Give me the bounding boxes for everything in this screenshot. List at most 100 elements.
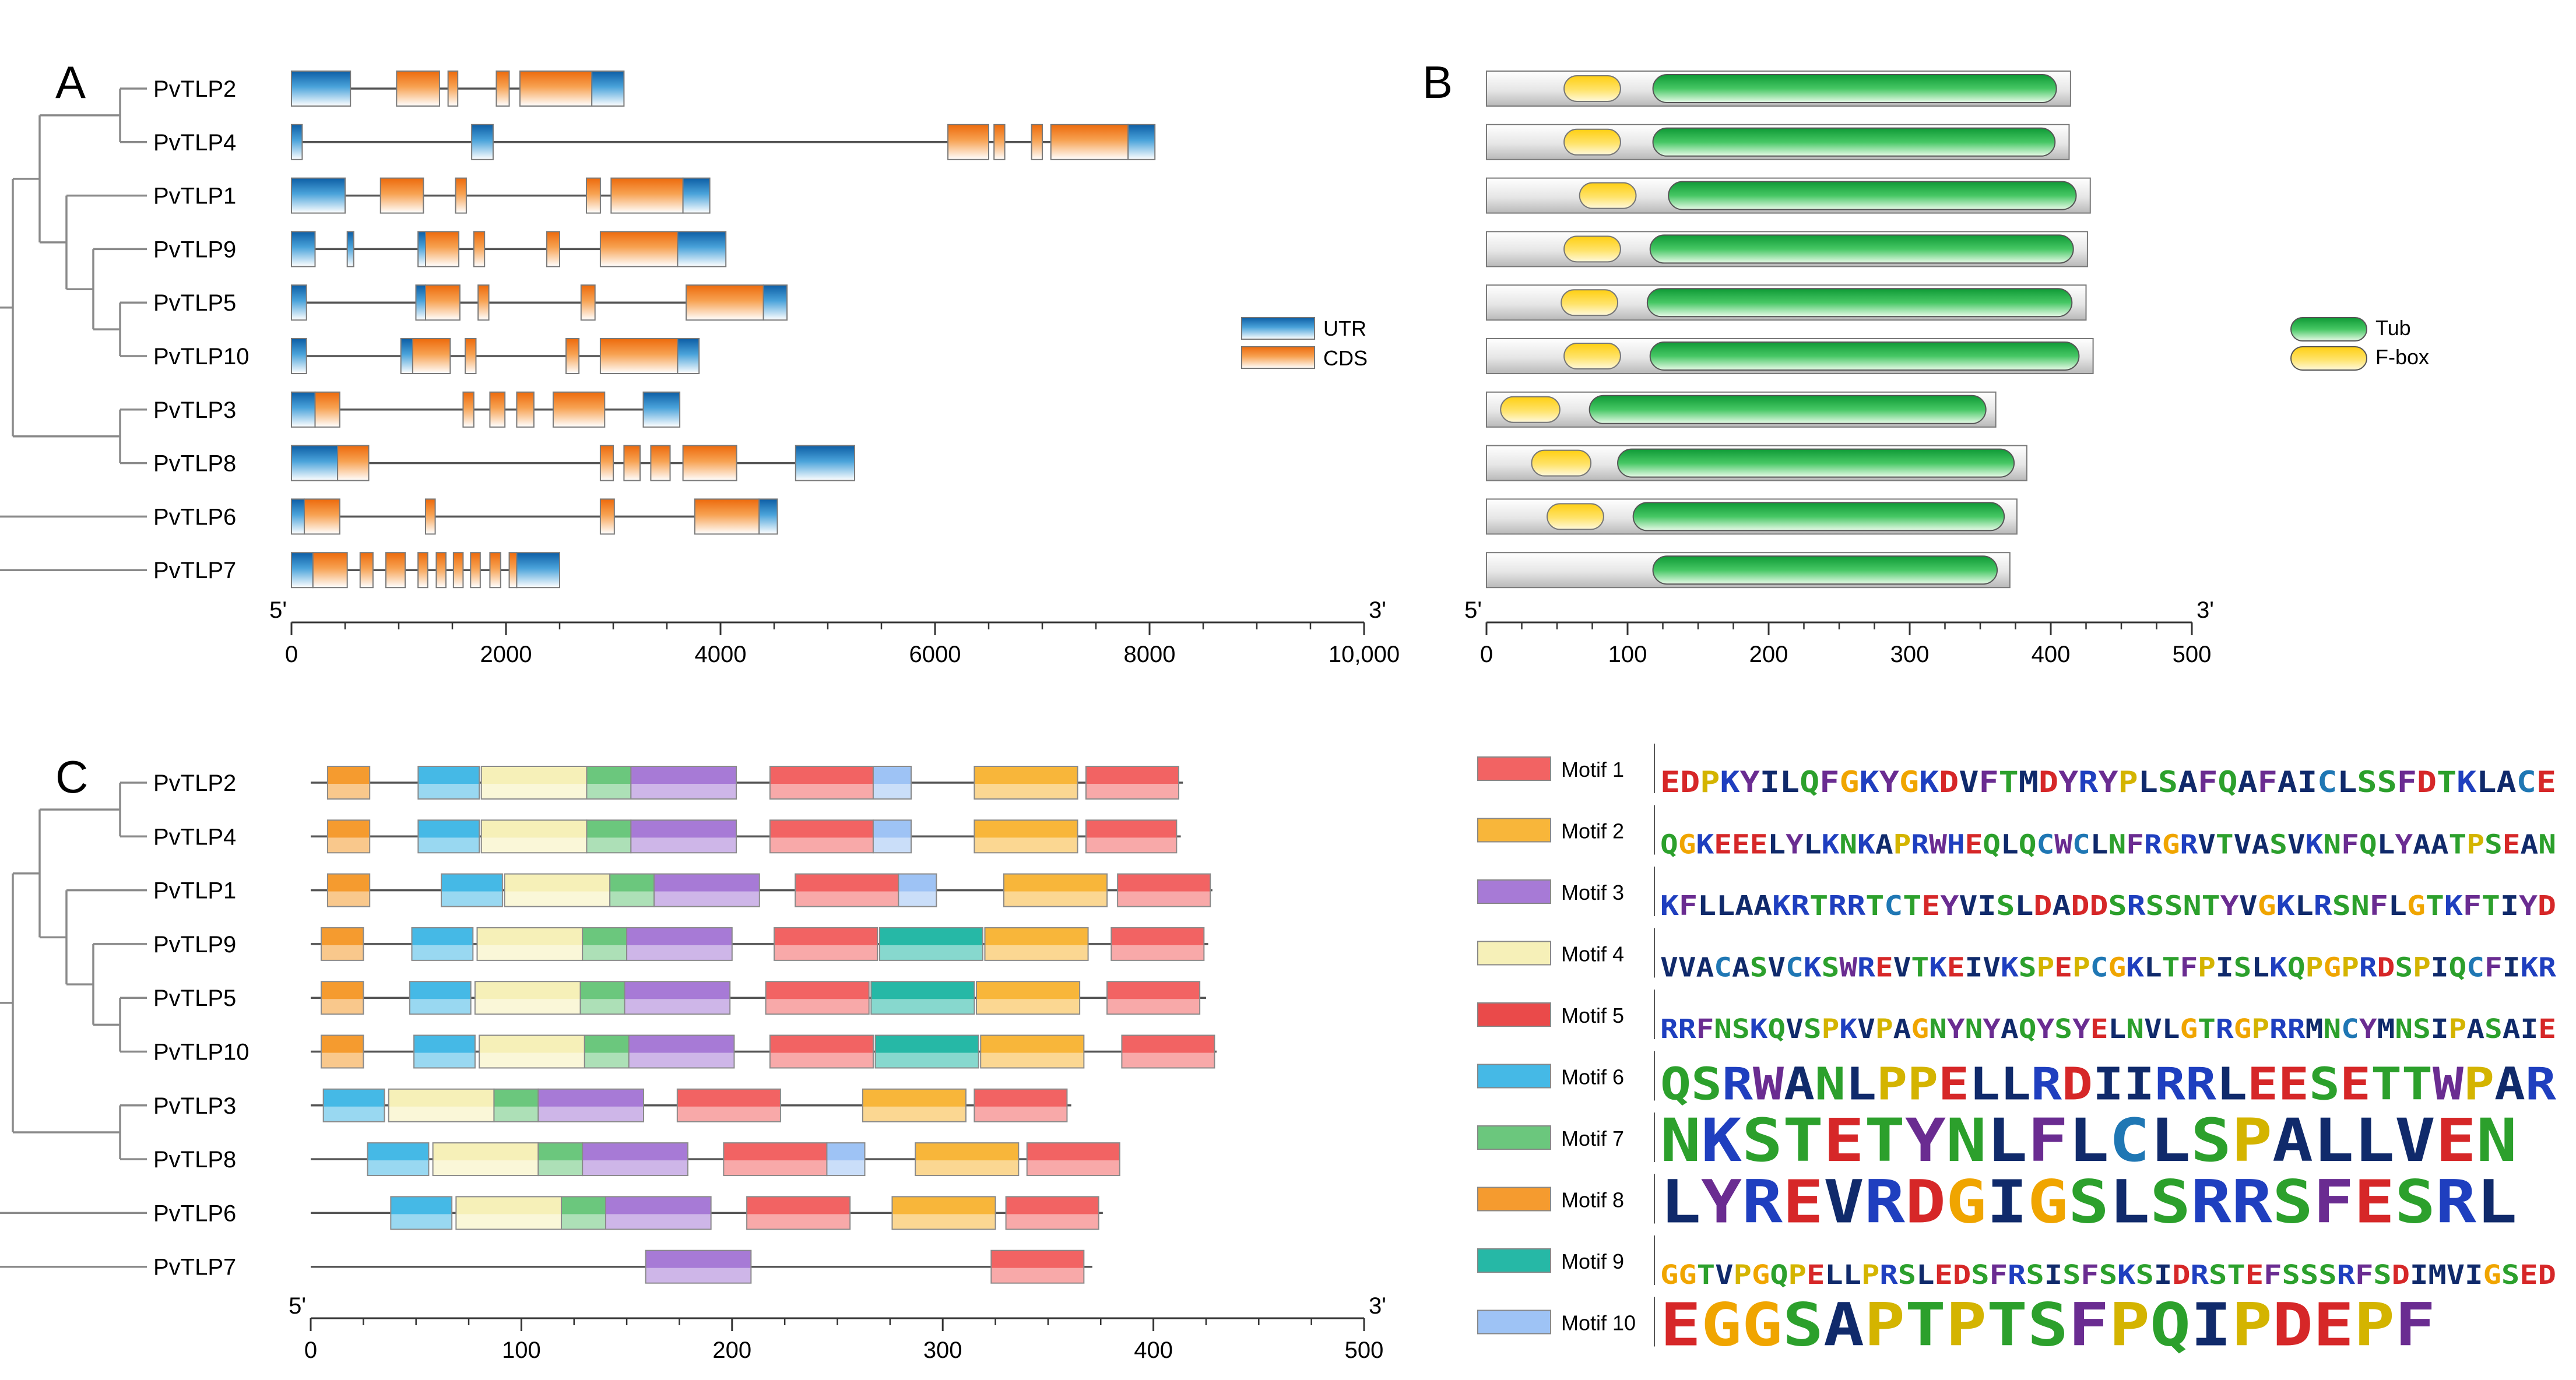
motif-3-box	[537, 1088, 645, 1122]
cds-segment	[623, 445, 641, 481]
motif-1-box	[746, 1196, 851, 1230]
motif-2-box	[915, 1142, 1020, 1177]
motif-1-highlight	[1122, 1052, 1214, 1068]
motif-5-swatch	[1477, 1002, 1551, 1027]
motif-3-highlight	[631, 784, 736, 798]
motif-6-highlight	[414, 1052, 475, 1068]
motif-7-highlight	[562, 1214, 605, 1229]
utr-segment	[400, 338, 413, 374]
motif-9-highlight	[871, 999, 974, 1014]
gene-structure-pvtlp9	[291, 231, 727, 267]
gene-structure-pvtlp8	[291, 445, 856, 481]
motif-2-highlight	[977, 999, 1080, 1014]
motif-3-box	[645, 1249, 752, 1284]
gene-label-pvtlp1: PvTLP1	[153, 184, 236, 209]
motif-4-swatch	[1477, 941, 1551, 966]
cds-segment	[312, 552, 348, 589]
motif-7-swatch	[1477, 1125, 1551, 1150]
motif-3-highlight	[625, 999, 730, 1014]
cds-segment	[947, 124, 989, 160]
utr-legend-label: UTR	[1323, 316, 1366, 340]
motif-3-box	[626, 927, 733, 961]
motif-2-label: Motif 2	[1561, 819, 1624, 843]
cds-segment	[586, 177, 601, 214]
axis-b-tick-label: 100	[1608, 642, 1647, 667]
cds-segment	[304, 498, 340, 535]
motif-1-box	[1110, 927, 1205, 961]
axis-a-start-label: 5'	[269, 597, 287, 623]
motif-2-highlight	[985, 945, 1088, 960]
cds-segment	[473, 231, 486, 267]
cds-segment	[452, 552, 464, 589]
motif-1-highlight	[770, 1052, 873, 1068]
motif-9-box	[870, 981, 975, 1015]
motif-4-highlight	[389, 1106, 494, 1121]
motif-2-highlight	[892, 1214, 995, 1229]
phylogenetic-tree-c	[0, 781, 147, 1268]
gene-label-pvtlp3: PvTLP3	[153, 1093, 236, 1119]
motif-9-highlight	[880, 945, 982, 960]
axis-b-end-label: 3'	[2197, 597, 2214, 623]
motif-6-highlight	[368, 1160, 428, 1175]
motif-10-box	[826, 1142, 866, 1177]
cds-segment	[599, 498, 615, 535]
motif-1-highlight	[1118, 891, 1210, 906]
motif-1-highlight	[724, 1160, 827, 1175]
motif-4-highlight	[433, 1160, 538, 1175]
cds-segment	[508, 552, 518, 589]
axis-b-tick-label: 200	[1749, 642, 1788, 667]
fbox-domain	[1563, 343, 1621, 369]
cds-segment	[1050, 124, 1129, 160]
motif-6-box	[367, 1142, 430, 1177]
motif-9-label: Motif 9	[1561, 1249, 1624, 1273]
motif-10-box	[898, 873, 937, 907]
motif-1-highlight	[770, 837, 873, 853]
panel-label-c: C	[55, 751, 88, 802]
cds-segment	[495, 71, 510, 107]
motif-4-logo: VVACASVCKSWREVTKEIVKSPEPCGKLTFPISLKQPGPR…	[1660, 952, 2557, 983]
motif-3-box	[624, 981, 731, 1015]
motif-4-highlight	[456, 1214, 561, 1229]
cds-segment	[519, 71, 593, 107]
motif-track-pvtlp10	[311, 1034, 1217, 1069]
motif-3-highlight	[646, 1268, 751, 1283]
fbox-legend-swatch	[2290, 346, 2367, 371]
motif-6-swatch	[1477, 1064, 1551, 1089]
motif-2-highlight	[916, 1160, 1018, 1175]
gene-label-pvtlp7: PvTLP7	[153, 1255, 236, 1280]
cds-segment	[1031, 124, 1043, 160]
motif-6-box	[390, 1196, 453, 1230]
motif-6-logo: QSRWANLPPELLRDIIRRLEESETTWPAR	[1660, 1059, 2557, 1111]
gene-label-pvtlp8: PvTLP8	[153, 1147, 236, 1173]
cds-segment	[599, 338, 679, 374]
cds-segment	[396, 71, 440, 107]
motif-6-box	[441, 873, 503, 907]
tub-domain	[1652, 74, 2057, 103]
motif-3-highlight	[606, 1214, 711, 1229]
phylogenetic-tree-a	[0, 87, 147, 571]
motif-1-box	[1106, 981, 1201, 1015]
cds-segment	[455, 177, 467, 214]
axis-b-start-label: 5'	[1464, 597, 1482, 623]
motif-7-label: Motif 7	[1561, 1126, 1624, 1150]
gene-structure-axis: 0 2000 4000 6000 8000 10,000 5' 3'	[269, 597, 1400, 667]
motif-1-box	[676, 1088, 781, 1122]
motif-8-box	[326, 819, 371, 854]
motif-1-highlight	[796, 891, 898, 906]
motif-9-swatch	[1477, 1248, 1551, 1273]
motif-9-highlight	[876, 1052, 978, 1068]
motif-2-box	[1003, 873, 1108, 907]
motif-5-label: Motif 5	[1561, 1004, 1624, 1027]
gene-structure-pvtlp6	[291, 498, 778, 535]
utr-segment	[1127, 124, 1156, 160]
motif-3-box	[630, 766, 737, 800]
gene-label-pvtlp2: PvTLP2	[153, 76, 236, 102]
gene-label-pvtlp3: PvTLP3	[153, 397, 236, 423]
motif-7-highlight	[583, 945, 627, 960]
utr-segment	[291, 231, 316, 267]
motif-8-highlight	[328, 891, 370, 906]
motif-6-box	[417, 766, 480, 800]
motif-1-highlight	[1086, 784, 1178, 798]
cds-legend-label: CDS	[1323, 346, 1368, 370]
motif-2-highlight	[975, 784, 1077, 798]
